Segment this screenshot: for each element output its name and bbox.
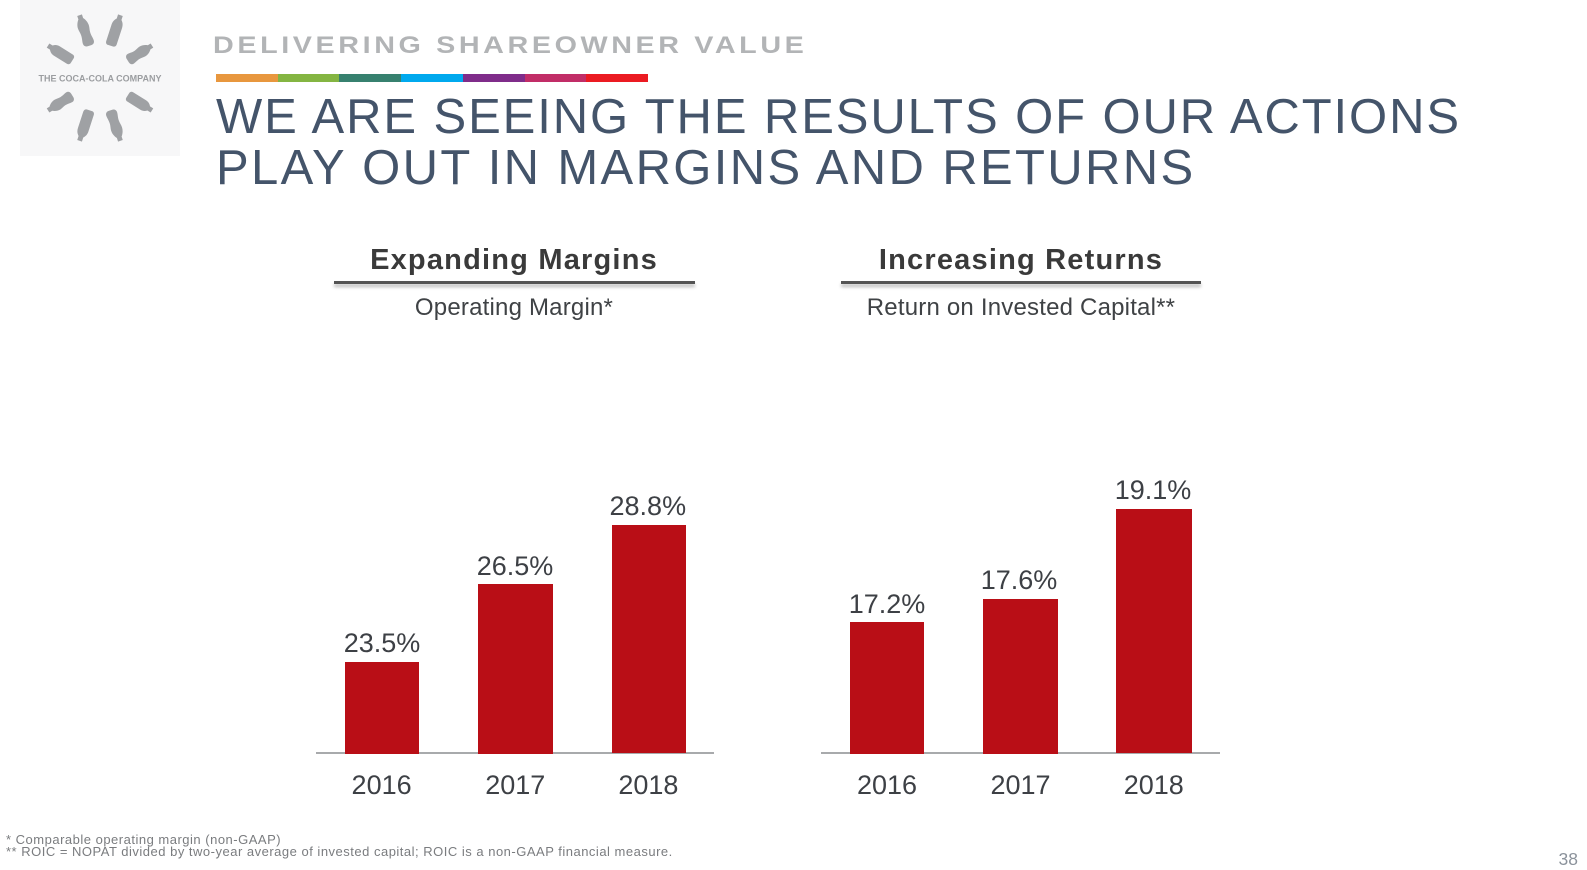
svg-text:THE COCA-COLA COMPANY: THE COCA-COLA COMPANY (39, 74, 163, 85)
